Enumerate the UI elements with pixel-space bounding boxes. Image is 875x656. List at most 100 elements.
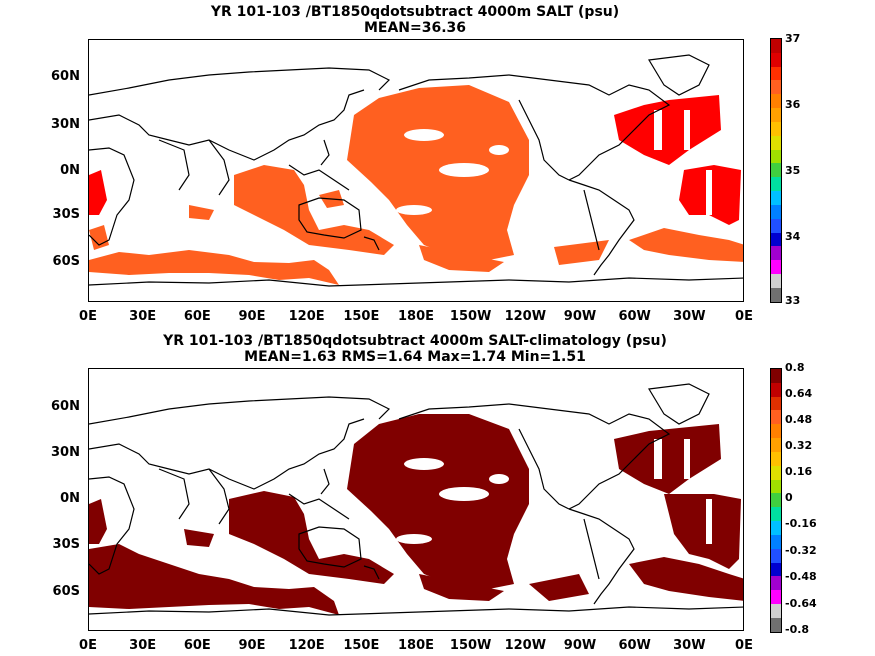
top-lat-label: 60S	[52, 254, 80, 269]
bottom-lon-label: 180E	[397, 638, 435, 653]
top-lat-label: 0N	[60, 163, 80, 178]
bottom-colorbar-swatch	[771, 396, 781, 411]
top-colorbar-label: 35	[785, 164, 801, 177]
top-colorbar-swatch	[771, 204, 781, 219]
bottom-lat-label: 60N	[51, 399, 80, 414]
bottom-colorbar-swatch	[771, 521, 781, 535]
bottom-colorbar	[770, 368, 782, 633]
top-colorbar-swatch	[771, 108, 781, 122]
top-lon-label: 0E	[735, 309, 753, 324]
bottom-lon-label: 120E	[288, 638, 325, 653]
top-colorbar	[770, 38, 782, 303]
bottom-colorbar-label: -0.32	[785, 544, 817, 557]
top-lon-label: 180E	[397, 309, 435, 324]
bottom-anomaly-map	[88, 368, 744, 631]
bottom-title-line1: YR 101-103 /BT1850qdotsubtract 4000m SAL…	[163, 333, 667, 349]
top-colorbar-swatch	[771, 218, 781, 233]
bottom-colorbar-label: 0.16	[785, 465, 813, 478]
top-title-line1: YR 101-103 /BT1850qdotsubtract 4000m SAL…	[210, 4, 620, 20]
bottom-lon-label: 60E	[183, 638, 211, 653]
top-salinity-map	[88, 39, 744, 302]
bottom-colorbar-swatch	[771, 438, 781, 452]
bottom-map-svg	[89, 383, 743, 616]
bottom-lat-label: 30N	[51, 445, 80, 460]
top-lon-label: 30W	[673, 309, 706, 324]
top-colorbar-swatch	[771, 149, 781, 164]
bottom-lon-label: 90E	[238, 638, 266, 653]
bottom-lat-label: 60S	[52, 584, 80, 599]
top-lon-label: 150W	[449, 309, 492, 324]
bottom-lon-label: 30W	[673, 638, 706, 653]
top-lon-label: 90E	[238, 309, 266, 324]
bottom-colorbar-swatch	[771, 548, 781, 563]
top-lon-label: 90W	[563, 309, 597, 324]
bottom-colorbar-swatch	[771, 479, 781, 494]
top-colorbar-swatch	[771, 39, 781, 53]
bottom-colorbar-label: 0.8	[785, 361, 805, 374]
bottom-colorbar-swatch	[771, 424, 781, 439]
bottom-colorbar-label: 0.64	[785, 387, 813, 400]
top-colorbar-swatch	[771, 246, 781, 261]
bottom-colorbar-swatch	[771, 465, 781, 480]
bottom-colorbar-label: 0.48	[785, 413, 813, 426]
bottom-colorbar-label: -0.64	[785, 597, 817, 610]
bottom-colorbar-swatch	[771, 576, 781, 591]
bottom-colorbar-swatch	[771, 617, 781, 632]
top-colorbar-swatch	[771, 287, 781, 302]
bottom-colorbar-swatch	[771, 410, 781, 425]
top-lon-label: 0E	[79, 309, 97, 324]
bottom-lon-label: 120W	[504, 638, 547, 653]
top-colorbar-label: 37	[785, 32, 801, 45]
bottom-colorbar-swatch	[771, 369, 781, 383]
bottom-colorbar-swatch	[771, 590, 781, 605]
top-colorbar-swatch	[771, 135, 781, 150]
bottom-colorbar-swatch	[771, 562, 781, 577]
top-colorbar-label: 36	[785, 98, 801, 111]
bottom-colorbar-swatch	[771, 507, 781, 522]
bottom-lat-label: 30S	[52, 537, 80, 552]
top-colorbar-swatch	[771, 260, 781, 275]
top-colorbar-swatch	[771, 94, 781, 109]
top-colorbar-swatch	[771, 121, 781, 136]
bottom-colorbar-swatch	[771, 493, 781, 508]
bottom-lon-label: 0E	[735, 638, 753, 653]
top-lat-label: 60N	[51, 69, 80, 84]
top-lon-label: 30E	[129, 309, 157, 324]
top-lon-label: 60E	[183, 309, 211, 324]
bottom-lon-label: 150E	[343, 638, 380, 653]
top-colorbar-swatch	[771, 52, 781, 67]
bottom-colorbar-label: -0.8	[785, 623, 810, 636]
bottom-colorbar-label: -0.16	[785, 517, 817, 530]
bottom-lon-label: 30E	[129, 638, 157, 653]
bottom-colorbar-label: 0	[785, 491, 793, 504]
top-colorbar-swatch	[771, 177, 781, 192]
bottom-colorbar-swatch	[771, 534, 781, 549]
bottom-lon-label: 0E	[79, 638, 97, 653]
top-colorbar-swatch	[771, 80, 781, 95]
top-colorbar-swatch	[771, 163, 781, 178]
bottom-colorbar-swatch	[771, 451, 781, 466]
top-colorbar-label: 34	[785, 230, 801, 243]
bottom-lon-label: 90W	[563, 638, 597, 653]
bottom-colorbar-swatch	[771, 604, 781, 618]
top-lon-label: 120E	[288, 309, 325, 324]
top-colorbar-label: 33	[785, 294, 801, 307]
top-lat-label: 30N	[51, 117, 80, 132]
bottom-lon-label: 60W	[618, 638, 651, 653]
bottom-title-line2: MEAN=1.63 RMS=1.64 Max=1.74 Min=1.51	[244, 349, 586, 365]
top-colorbar-swatch	[771, 66, 781, 81]
top-lon-label: 150E	[343, 309, 380, 324]
bottom-lon-label: 150W	[449, 638, 492, 653]
top-map-svg	[89, 54, 743, 287]
top-colorbar-swatch	[771, 191, 781, 205]
top-colorbar-swatch	[771, 274, 781, 288]
top-lon-label: 120W	[504, 309, 547, 324]
top-colorbar-swatch	[771, 232, 781, 247]
bottom-colorbar-label: 0.32	[785, 439, 813, 452]
bottom-colorbar-label: -0.48	[785, 570, 817, 583]
bottom-colorbar-swatch	[771, 382, 781, 397]
top-lon-label: 60W	[618, 309, 651, 324]
top-title-line2: MEAN=36.36	[363, 20, 467, 36]
bottom-lat-label: 0N	[60, 491, 80, 506]
top-lat-label: 30S	[52, 207, 80, 222]
